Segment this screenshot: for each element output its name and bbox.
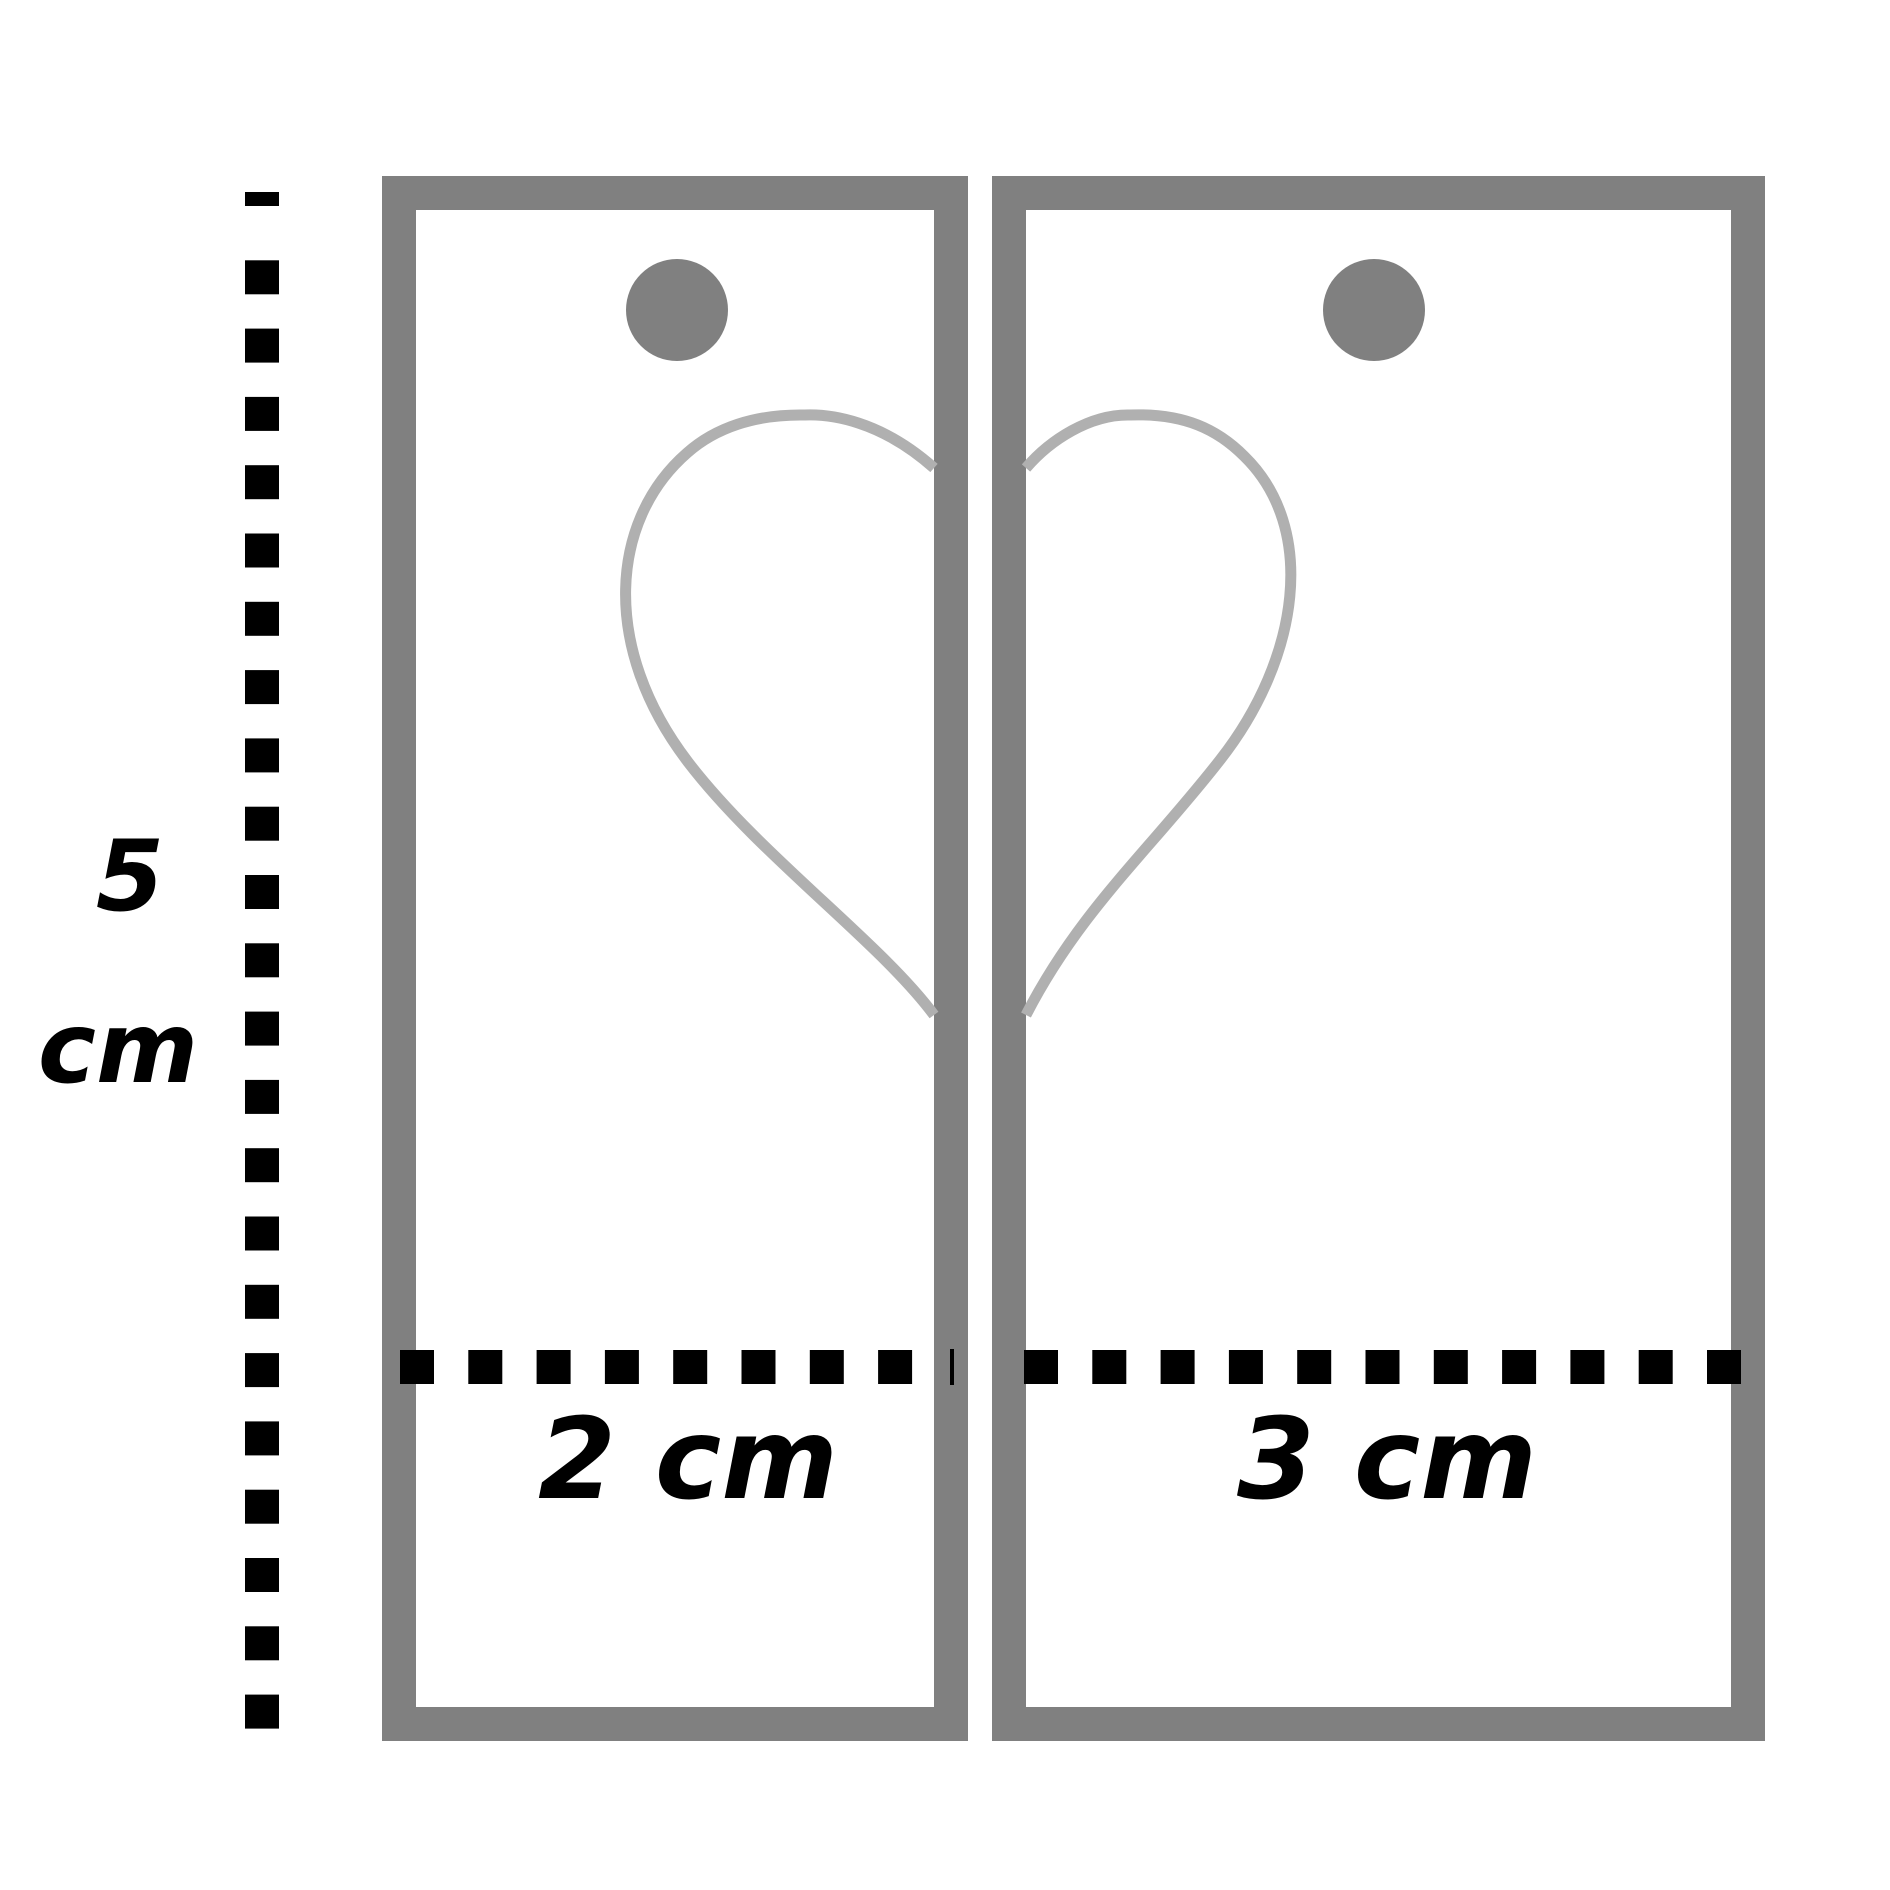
dimension-dot <box>245 1353 279 1388</box>
dimension-dot <box>245 260 279 295</box>
right-heart-half <box>1021 409 1297 1018</box>
dimension-dot <box>245 1421 279 1456</box>
dimension-dot <box>1365 1350 1400 1384</box>
dimension-dot <box>245 192 279 206</box>
dimension-dot <box>1297 1350 1332 1384</box>
left-tag-frame <box>382 176 968 1741</box>
left-tag <box>382 176 968 1741</box>
height-dimension-line <box>245 192 279 1729</box>
dimension-dot <box>1570 1350 1605 1384</box>
dimension-dot <box>1024 1350 1058 1384</box>
dimension-dot <box>245 1216 279 1251</box>
dimension-dot <box>245 1694 279 1729</box>
dimension-dot <box>245 601 279 636</box>
dimension-dot <box>245 1626 279 1661</box>
dimension-dot <box>1502 1350 1537 1384</box>
dimension-dot <box>245 328 279 363</box>
dimension-dot <box>878 1350 913 1384</box>
dimension-dot <box>245 396 279 431</box>
dimension-dot <box>673 1350 708 1384</box>
dimension-dot <box>1092 1350 1127 1384</box>
right-width-label: 3 cm <box>1237 1395 1537 1525</box>
dimension-dot <box>245 1558 279 1592</box>
dimension-dot <box>245 1489 279 1524</box>
dimension-dot <box>245 1284 279 1319</box>
dimension-dot <box>245 943 279 978</box>
dimension-dot <box>741 1350 776 1384</box>
height-unit-label: cm <box>38 992 198 1106</box>
dimension-dot <box>809 1350 844 1384</box>
dimension-dot <box>1638 1350 1673 1384</box>
right-tag <box>992 176 1765 1741</box>
dimension-dot <box>536 1350 571 1384</box>
dimension-dot <box>468 1350 503 1384</box>
dimension-dot <box>1228 1350 1263 1384</box>
dimension-dot <box>245 738 279 773</box>
height-value-label: 5 <box>96 820 164 934</box>
dimension-dot <box>245 875 279 909</box>
dimension-dot <box>245 1011 279 1046</box>
dimension-dot <box>245 465 279 500</box>
dimension-dot <box>1160 1350 1195 1384</box>
dimension-dot <box>245 533 279 568</box>
dimension-dot <box>245 670 279 705</box>
dimension-dot <box>245 806 279 841</box>
dimension-dot <box>1433 1350 1468 1384</box>
dimension-divider-tick <box>950 1349 954 1385</box>
dimension-dot <box>1707 1350 1741 1384</box>
dimension-dot <box>245 1079 279 1114</box>
right-tag-hole <box>1323 259 1425 361</box>
left-tag-hole <box>626 259 728 361</box>
width-dimension-line <box>400 1350 1741 1384</box>
dimension-dot <box>245 1148 279 1183</box>
left-width-label: 2 cm <box>538 1395 838 1525</box>
right-tag-frame <box>992 176 1765 1741</box>
dimension-dot <box>400 1350 434 1384</box>
dimension-dot <box>604 1350 639 1384</box>
left-heart-half <box>620 409 939 1019</box>
